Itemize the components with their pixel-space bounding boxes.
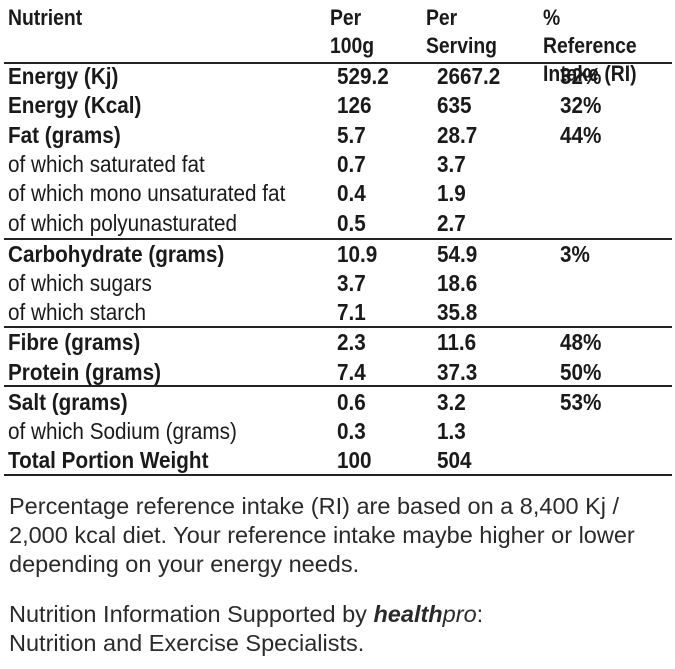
table-row: of which polyunasturated 0.5 2.7 <box>0 208 675 238</box>
per-serving-value: 1.3 <box>437 418 466 444</box>
per-100g-value: 7.4 <box>337 359 366 385</box>
reference-intake-note: Percentage reference intake (RI) are bas… <box>9 492 669 579</box>
per-100g-value: 0.4 <box>337 180 366 206</box>
per-serving-value: 2.7 <box>437 210 466 236</box>
nutrient-name: Total Portion Weight <box>8 447 209 473</box>
divider <box>4 326 672 328</box>
per-serving-value: 504 <box>437 447 472 473</box>
table-row: Fat (grams) 5.7 28.7 44% <box>0 120 675 150</box>
support-prefix: Nutrition Information Supported by <box>9 601 374 627</box>
nutrient-name: of which polyunasturated <box>8 210 237 236</box>
header-nutrient: Nutrient <box>8 4 82 32</box>
table-row: Protein (grams) 7.4 37.3 50% <box>0 357 675 387</box>
header-reference-intake: % Reference Intake (RI) <box>543 4 659 88</box>
nutrient-name: Energy (Kj) <box>8 63 119 89</box>
nutrient-name: Protein (grams) <box>8 359 161 385</box>
brand-name-italic: pro <box>442 601 477 627</box>
per-100g-value: 0.5 <box>337 210 366 236</box>
brand-name-bold: health <box>373 601 443 627</box>
support-note: Nutrition Information Supported by healt… <box>9 600 669 658</box>
nutrient-name: Salt (grams) <box>8 389 128 415</box>
support-line-1: Nutrition Information Supported by healt… <box>9 600 669 629</box>
divider <box>4 238 672 240</box>
per-serving-value: 3.2 <box>437 389 466 415</box>
per-serving-value: 54.9 <box>437 241 478 267</box>
per-100g-value: 3.7 <box>337 270 366 296</box>
per-100g-value: 0.3 <box>337 418 366 444</box>
header-per-serving-line1: Per <box>426 5 458 30</box>
nutrient-name: of which saturated fat <box>8 151 205 177</box>
per-100g-value: 5.7 <box>337 122 366 148</box>
divider <box>4 385 672 387</box>
nutrient-name: Energy (Kcal) <box>8 92 142 118</box>
divider <box>4 62 672 64</box>
table-row: of which starch 7.1 35.8 <box>0 297 675 327</box>
per-serving-value: 18.6 <box>437 270 478 296</box>
table-row: of which mono unsaturated fat 0.4 1.9 <box>0 178 675 208</box>
table-row: Fibre (grams) 2.3 11.6 48% <box>0 327 675 357</box>
per-serving-value: 37.3 <box>437 359 478 385</box>
reference-intake-value: 50% <box>560 359 602 385</box>
header-per-100g-line2: 100g <box>330 33 375 58</box>
reference-intake-value: 48% <box>560 329 602 355</box>
divider <box>4 474 672 476</box>
header-reference-intake-line1: % Reference <box>543 5 637 58</box>
per-serving-value: 3.7 <box>437 151 466 177</box>
nutrient-name: of which sugars <box>8 270 152 296</box>
reference-intake-value: 32% <box>560 92 602 118</box>
header-per-100g-line1: Per <box>330 5 362 30</box>
per-100g-value: 0.6 <box>337 389 366 415</box>
header-nutrient-label: Nutrient <box>8 5 83 30</box>
per-100g-value: 529.2 <box>337 63 389 89</box>
per-serving-value: 635 <box>437 92 472 118</box>
reference-intake-value: 53% <box>560 389 602 415</box>
header-per-100g: Per 100g <box>330 4 374 60</box>
reference-intake-note-text: Percentage reference intake (RI) are bas… <box>9 493 635 577</box>
per-100g-value: 126 <box>337 92 372 118</box>
per-100g-value: 7.1 <box>337 299 366 325</box>
table-row: Total Portion Weight 100 504 <box>0 445 675 475</box>
nutrient-name: Fat (grams) <box>8 122 121 148</box>
per-serving-value: 2667.2 <box>437 63 501 89</box>
support-line-2: Nutrition and Exercise Specialists. <box>9 630 365 656</box>
table-row: Energy (Kj) 529.2 2667.2 32% <box>0 61 675 91</box>
table-row: Salt (grams) 0.6 3.2 53% <box>0 387 675 417</box>
reference-intake-value: 32% <box>560 63 602 89</box>
per-serving-value: 1.9 <box>437 180 466 206</box>
table-row: Energy (Kcal) 126 635 32% <box>0 90 675 120</box>
nutrient-name: of which mono unsaturated fat <box>8 180 286 206</box>
header-per-serving-line2: Serving <box>426 33 498 58</box>
table-row: Carbohydrate (grams) 10.9 54.9 3% <box>0 239 675 269</box>
header-reference-intake-line2: Intake (RI) <box>543 61 637 86</box>
reference-intake-value: 3% <box>560 241 590 267</box>
reference-intake-value: 44% <box>560 122 602 148</box>
nutrient-name: of which Sodium (grams) <box>8 418 237 444</box>
per-serving-value: 28.7 <box>437 122 478 148</box>
per-serving-value: 11.6 <box>437 329 477 355</box>
support-suffix: : <box>476 601 484 627</box>
per-100g-value: 2.3 <box>337 329 366 355</box>
table-row: of which saturated fat 0.7 3.7 <box>0 149 675 179</box>
per-100g-value: 100 <box>337 447 372 473</box>
table-row: of which sugars 3.7 18.6 <box>0 268 675 298</box>
nutrient-name: Carbohydrate (grams) <box>8 241 225 267</box>
per-serving-value: 35.8 <box>437 299 478 325</box>
nutrient-name: Fibre (grams) <box>8 329 141 355</box>
per-100g-value: 10.9 <box>337 241 378 267</box>
table-row: of which Sodium (grams) 0.3 1.3 <box>0 416 675 446</box>
header-per-serving: Per Serving <box>426 4 497 60</box>
per-100g-value: 0.7 <box>337 151 366 177</box>
nutrient-name: of which starch <box>8 299 147 325</box>
